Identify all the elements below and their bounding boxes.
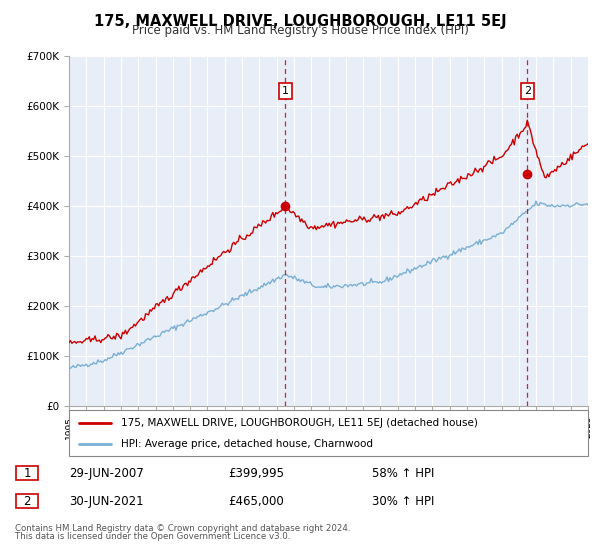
Text: 2: 2 bbox=[23, 494, 31, 508]
Text: 58% ↑ HPI: 58% ↑ HPI bbox=[372, 466, 434, 480]
Text: 1: 1 bbox=[282, 86, 289, 96]
Text: 2: 2 bbox=[524, 86, 531, 96]
FancyBboxPatch shape bbox=[16, 494, 38, 508]
Text: £399,995: £399,995 bbox=[228, 466, 284, 480]
Text: 175, MAXWELL DRIVE, LOUGHBOROUGH, LE11 5EJ: 175, MAXWELL DRIVE, LOUGHBOROUGH, LE11 5… bbox=[94, 14, 506, 29]
Text: Contains HM Land Registry data © Crown copyright and database right 2024.: Contains HM Land Registry data © Crown c… bbox=[15, 524, 350, 533]
Text: HPI: Average price, detached house, Charnwood: HPI: Average price, detached house, Char… bbox=[121, 440, 373, 450]
Text: 30% ↑ HPI: 30% ↑ HPI bbox=[372, 494, 434, 508]
Text: 29-JUN-2007: 29-JUN-2007 bbox=[69, 466, 144, 480]
Text: 1: 1 bbox=[23, 466, 31, 480]
Text: Price paid vs. HM Land Registry's House Price Index (HPI): Price paid vs. HM Land Registry's House … bbox=[131, 24, 469, 37]
Text: 175, MAXWELL DRIVE, LOUGHBOROUGH, LE11 5EJ (detached house): 175, MAXWELL DRIVE, LOUGHBOROUGH, LE11 5… bbox=[121, 418, 478, 428]
FancyBboxPatch shape bbox=[69, 410, 588, 456]
Text: £465,000: £465,000 bbox=[228, 494, 284, 508]
Text: This data is licensed under the Open Government Licence v3.0.: This data is licensed under the Open Gov… bbox=[15, 532, 290, 541]
Text: 30-JUN-2021: 30-JUN-2021 bbox=[69, 494, 143, 508]
FancyBboxPatch shape bbox=[16, 466, 38, 480]
